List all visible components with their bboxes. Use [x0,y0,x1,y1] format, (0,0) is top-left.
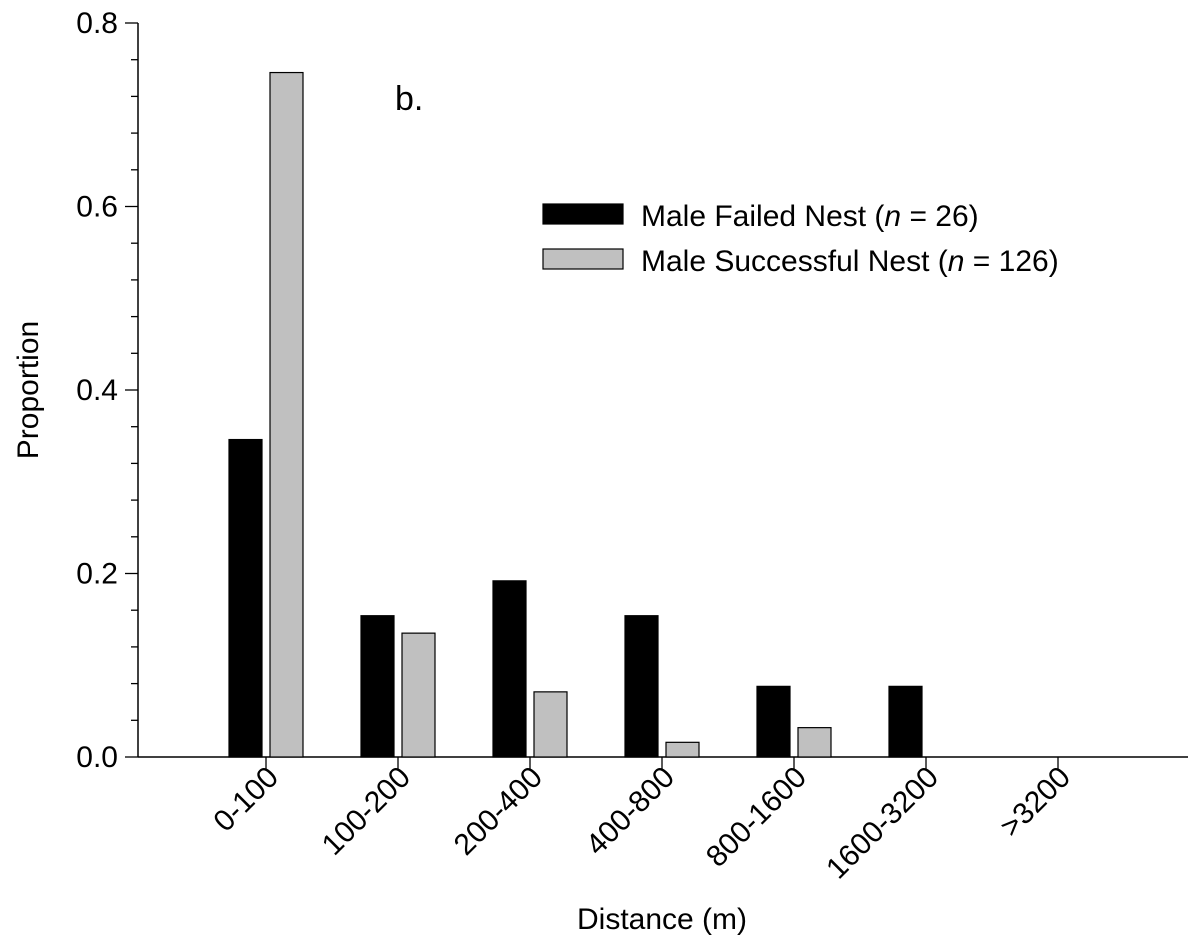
legend-label-successful: Male Successful Nest (n = 126) [641,245,1059,278]
panel-label: b. [395,80,423,118]
bar-failed [756,685,791,758]
legend: Male Failed Nest (n = 26) Male Successfu… [542,200,1059,278]
bar-failed [360,615,395,758]
y-tick-label: 0.8 [76,7,118,40]
x-tick-label: 0-100 [207,761,285,839]
x-ticks: 0-100 100-200 200-400 400-800 800-1600 1600-3… [207,757,1077,885]
y-tick-label: 0.2 [76,558,118,591]
bar-successful [401,632,436,758]
x-tick-label: 200-400 [448,761,549,862]
legend-label-failed: Male Failed Nest (n = 26) [641,200,979,233]
x-tick-label: 100-200 [316,761,417,862]
y-tick-label: 0.6 [76,191,118,224]
bar-successful [665,741,700,758]
y-tick-label: 0.0 [76,741,118,774]
x-tick-label: 400-800 [580,761,681,862]
bar-failed [228,438,263,758]
y-axis-title: Proportion [12,321,45,459]
x-axis-title: Distance (m) [577,903,747,936]
x-tick-label: 1600-3200 [820,761,945,886]
legend-swatch-successful [542,248,624,270]
x-tick-label: >3200 [994,761,1077,844]
bar-successful [797,727,832,758]
legend-swatch-failed [542,203,624,225]
y-tick-label: 0.4 [76,374,118,407]
y-ticks: 0.0 0.2 0.4 0.6 0.8 [76,7,138,774]
x-tick-label: 800-1600 [700,761,813,874]
bar-failed [492,580,527,758]
bar-failed [624,615,659,758]
bars [228,71,923,758]
bar-failed [888,685,923,758]
bar-successful [269,71,304,758]
bar-successful [533,691,568,758]
